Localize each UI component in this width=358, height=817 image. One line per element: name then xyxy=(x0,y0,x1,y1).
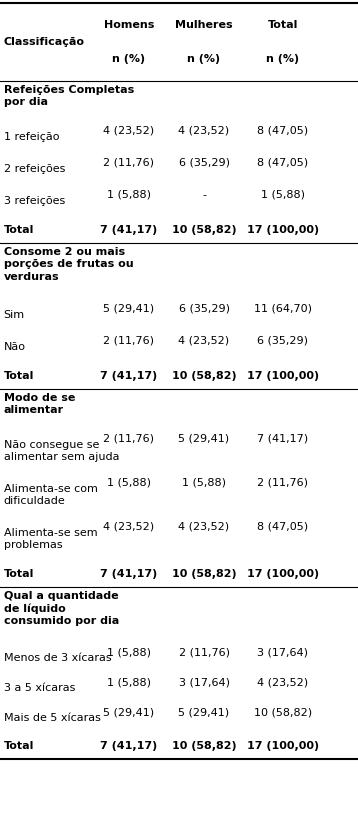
Text: 3 refeições: 3 refeições xyxy=(4,196,65,206)
Text: 1 (5,88): 1 (5,88) xyxy=(261,190,305,200)
Text: 17 (100,00): 17 (100,00) xyxy=(247,569,319,579)
Text: n (%): n (%) xyxy=(188,54,221,65)
Text: n (%): n (%) xyxy=(266,54,299,65)
Text: n (%): n (%) xyxy=(112,54,145,65)
Text: 3 (17,64): 3 (17,64) xyxy=(257,648,308,658)
Text: Classificação: Classificação xyxy=(4,37,84,47)
Text: Alimenta-se sem
problemas: Alimenta-se sem problemas xyxy=(4,528,97,550)
Text: 2 (11,76): 2 (11,76) xyxy=(257,478,308,488)
Text: 2 (11,76): 2 (11,76) xyxy=(103,336,154,346)
Text: 10 (58,82): 10 (58,82) xyxy=(172,741,236,751)
Text: 4 (23,52): 4 (23,52) xyxy=(179,336,229,346)
Text: 2 (11,76): 2 (11,76) xyxy=(179,648,229,658)
Text: Refeições Completas
por dia: Refeições Completas por dia xyxy=(4,85,134,107)
Text: 4 (23,52): 4 (23,52) xyxy=(103,126,154,136)
Text: 11 (64,70): 11 (64,70) xyxy=(254,304,312,314)
Text: 17 (100,00): 17 (100,00) xyxy=(247,741,319,751)
Text: 6 (35,29): 6 (35,29) xyxy=(257,336,308,346)
Text: 5 (29,41): 5 (29,41) xyxy=(103,708,154,718)
Text: Alimenta-se com
dificuldade: Alimenta-se com dificuldade xyxy=(4,484,97,507)
Text: 1 (5,88): 1 (5,88) xyxy=(107,678,151,688)
Text: Mulheres: Mulheres xyxy=(175,20,233,30)
Text: 4 (23,52): 4 (23,52) xyxy=(179,126,229,136)
Text: 10 (58,82): 10 (58,82) xyxy=(172,371,236,381)
Text: 3 (17,64): 3 (17,64) xyxy=(179,678,229,688)
Text: 10 (58,82): 10 (58,82) xyxy=(254,708,312,718)
Text: Total: Total xyxy=(268,20,298,30)
Text: 8 (47,05): 8 (47,05) xyxy=(257,158,308,168)
Text: 2 (11,76): 2 (11,76) xyxy=(103,158,154,168)
Text: 1 refeição: 1 refeição xyxy=(4,132,59,142)
Text: 7 (41,17): 7 (41,17) xyxy=(100,371,158,381)
Text: 2 refeições: 2 refeições xyxy=(4,164,65,174)
Text: 4 (23,52): 4 (23,52) xyxy=(179,522,229,532)
Text: Consome 2 ou mais
porções de frutas ou
verduras: Consome 2 ou mais porções de frutas ou v… xyxy=(4,247,133,282)
Text: Não consegue se
alimentar sem ajuda: Não consegue se alimentar sem ajuda xyxy=(4,440,119,462)
Text: 7 (41,17): 7 (41,17) xyxy=(100,741,158,751)
Text: Mais de 5 xícaras: Mais de 5 xícaras xyxy=(4,713,101,723)
Text: 10 (58,82): 10 (58,82) xyxy=(172,225,236,235)
Text: 17 (100,00): 17 (100,00) xyxy=(247,225,319,235)
Text: 1 (5,88): 1 (5,88) xyxy=(182,478,226,488)
Text: 8 (47,05): 8 (47,05) xyxy=(257,522,308,532)
Text: 7 (41,17): 7 (41,17) xyxy=(100,225,158,235)
Text: Menos de 3 xícaras: Menos de 3 xícaras xyxy=(4,653,111,663)
Text: Não: Não xyxy=(4,342,25,352)
Text: 6 (35,29): 6 (35,29) xyxy=(179,158,229,168)
Text: Total: Total xyxy=(4,225,34,235)
Text: Total: Total xyxy=(4,371,34,381)
Text: 5 (29,41): 5 (29,41) xyxy=(103,304,154,314)
Text: Total: Total xyxy=(4,741,34,751)
Text: -: - xyxy=(202,190,206,200)
Text: 1 (5,88): 1 (5,88) xyxy=(107,648,151,658)
Text: 7 (41,17): 7 (41,17) xyxy=(257,434,308,444)
Text: 17 (100,00): 17 (100,00) xyxy=(247,371,319,381)
Text: Qual a quantidade
de líquido
consumido por dia: Qual a quantidade de líquido consumido p… xyxy=(4,591,119,627)
Text: 5 (29,41): 5 (29,41) xyxy=(179,708,229,718)
Text: 6 (35,29): 6 (35,29) xyxy=(179,304,229,314)
Text: 3 a 5 xícaras: 3 a 5 xícaras xyxy=(4,683,75,693)
Text: Homens: Homens xyxy=(104,20,154,30)
Text: 5 (29,41): 5 (29,41) xyxy=(179,434,229,444)
Text: Total: Total xyxy=(4,569,34,579)
Text: 4 (23,52): 4 (23,52) xyxy=(257,678,308,688)
Text: 4 (23,52): 4 (23,52) xyxy=(103,522,154,532)
Text: 10 (58,82): 10 (58,82) xyxy=(172,569,236,579)
Text: 1 (5,88): 1 (5,88) xyxy=(107,190,151,200)
Text: 8 (47,05): 8 (47,05) xyxy=(257,126,308,136)
Text: 1 (5,88): 1 (5,88) xyxy=(107,478,151,488)
Text: Modo de se
alimentar: Modo de se alimentar xyxy=(4,393,75,415)
Text: Sim: Sim xyxy=(4,310,25,320)
Text: 2 (11,76): 2 (11,76) xyxy=(103,434,154,444)
Text: 7 (41,17): 7 (41,17) xyxy=(100,569,158,579)
